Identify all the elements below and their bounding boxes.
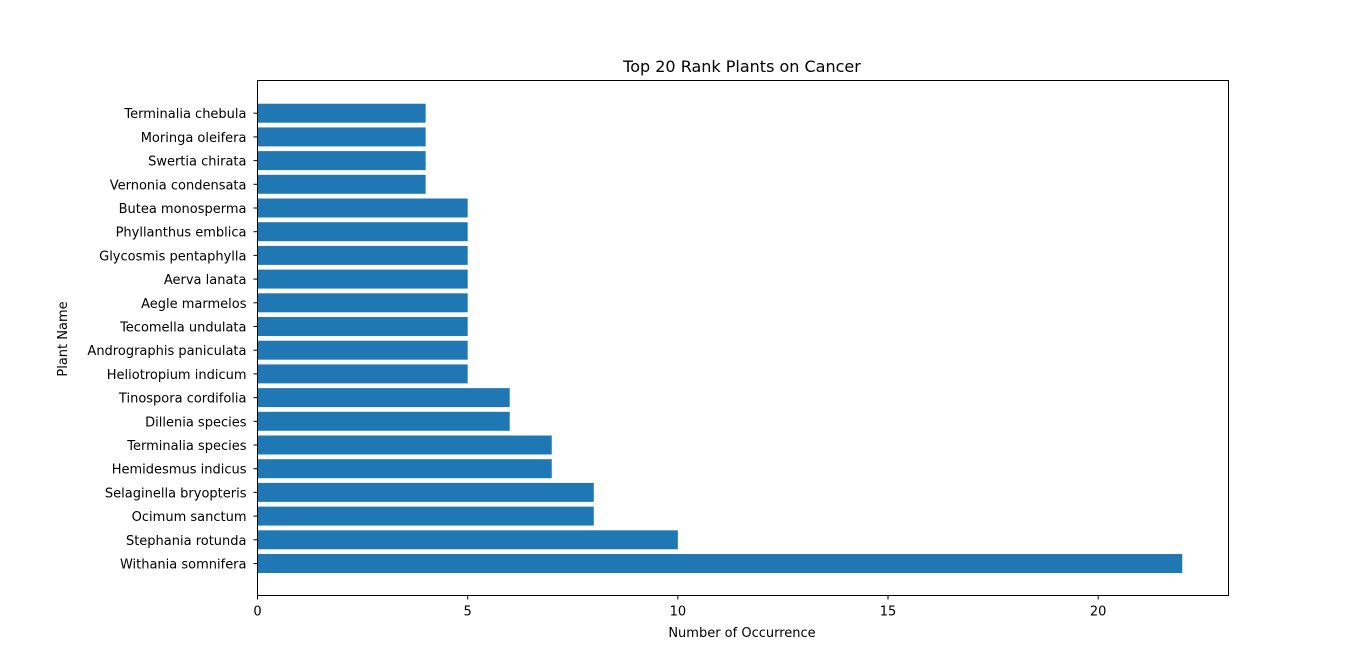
y-tick-label: Ocimum sanctum [132,510,247,525]
bar-phyllanthus-emblica [257,222,468,242]
bars-group [257,103,1183,573]
x-axis-ticks: 0 5 10 15 20 [253,595,1107,620]
bar-heliotropium-indicum [257,364,468,384]
y-tick-label: Hemidesmus indicus [112,463,247,478]
bar-hemidesmus-indicus [257,459,552,479]
x-axis-label: Number of Occurrence [668,626,815,641]
x-tick-label: 5 [464,605,472,620]
y-tick-label: Moringa oleifera [141,131,247,146]
bar-aerva-lanata [257,269,468,289]
bar-ocimum-sanctum [257,506,594,526]
bar-glycosmis-pentaphylla [257,245,468,265]
plot-frame [257,80,1229,596]
y-tick-label: Vernonia condensata [110,178,247,193]
y-tick-label: Terminalia species [126,439,246,454]
bar-selaginella-bryopteris [257,482,594,502]
x-tick-label: 15 [880,605,897,620]
y-tick-label: Dillenia species [145,415,247,430]
x-tick-label: 0 [253,605,261,620]
bar-stephania-rotunda [257,530,678,550]
y-tick-label: Stephania rotunda [126,534,247,549]
y-tick-label: Aegle marmelos [141,297,247,312]
y-tick-label: Selaginella bryopteris [105,486,247,501]
y-tick-label: Butea monosperma [119,202,247,217]
y-tick-label: Tinospora cordifolia [118,392,247,407]
bar-terminalia-chebula [257,103,426,123]
x-tick-label: 20 [1090,605,1107,620]
y-tick-label: Tecomella undulata [119,321,246,336]
y-tick-label: Swertia chirata [148,155,246,170]
y-tick-label: Phyllanthus emblica [116,226,247,241]
bar-tinospora-cordifolia [257,388,510,408]
y-tick-label: Andrographis paniculata [87,344,246,359]
y-axis-label: Plant Name [56,301,71,376]
chart-title: Top 20 Rank Plants on Cancer [622,57,861,76]
bar-dillenia-species [257,411,510,431]
y-tick-label: Aerva lanata [164,273,247,288]
bar-vernonia-condensata [257,174,426,194]
y-tick-label: Withania somnifera [120,558,247,573]
bar-swertia-chirata [257,151,426,171]
bar-tecomella-undulata [257,317,468,336]
x-tick-label: 10 [670,605,687,620]
y-tick-label: Glycosmis pentaphylla [99,249,246,264]
bar-terminalia-species [257,435,552,455]
bar-aegle-marmelos [257,293,468,313]
bar-moringa-oleifera [257,127,426,147]
bar-andrographis-paniculata [257,340,468,360]
bar-butea-monosperma [257,198,468,218]
bar-withania-somnifera [257,554,1183,573]
y-axis-ticks: Withania somnifera Stephania rotunda Ocimu… [87,107,258,573]
y-tick-label: Terminalia chebula [123,107,246,122]
y-tick-label: Heliotropium indicum [107,368,247,383]
